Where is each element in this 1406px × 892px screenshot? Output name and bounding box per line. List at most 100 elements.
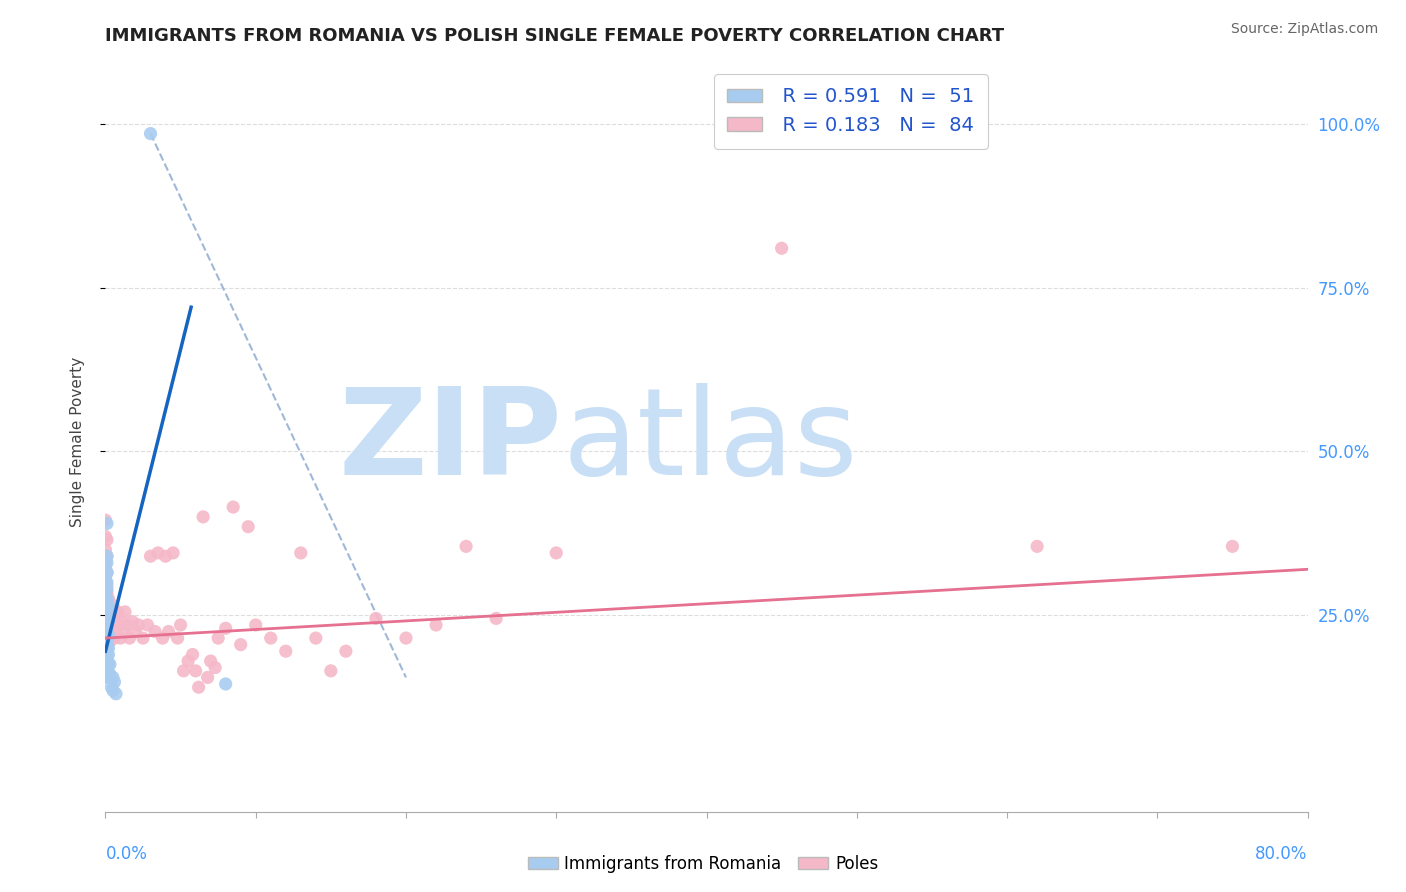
Point: [214, 621, 236, 635]
Point: [94, 621, 117, 635]
Point: [96, 615, 118, 629]
Point: [94, 599, 117, 613]
Point: [96, 566, 118, 580]
Point: [98, 657, 121, 672]
Point: [245, 618, 267, 632]
Point: [139, 549, 162, 564]
Point: [96, 549, 118, 564]
Point: [207, 631, 229, 645]
Point: [94, 585, 117, 599]
Point: [101, 599, 124, 613]
Text: Source: ZipAtlas.com: Source: ZipAtlas.com: [1230, 22, 1378, 37]
Point: [97, 601, 120, 615]
Point: [96, 628, 118, 642]
Point: [98, 621, 121, 635]
Point: [96, 585, 118, 599]
Point: [229, 638, 252, 652]
Point: [139, 127, 162, 141]
Point: [169, 618, 191, 632]
Point: [104, 687, 127, 701]
Point: [96, 601, 118, 615]
Y-axis label: Single Female Poverty: Single Female Poverty: [70, 357, 84, 526]
Text: atlas: atlas: [562, 383, 858, 500]
Point: [101, 670, 124, 684]
Point: [96, 657, 118, 672]
Point: [197, 670, 219, 684]
Text: 0.0%: 0.0%: [105, 845, 148, 863]
Point: [770, 241, 793, 255]
Point: [100, 680, 122, 694]
Point: [103, 675, 125, 690]
Point: [100, 618, 122, 632]
Point: [94, 569, 117, 583]
Point: [96, 650, 118, 665]
Point: [1026, 540, 1049, 554]
Point: [364, 611, 387, 625]
Point: [94, 530, 117, 544]
Point: [94, 605, 117, 619]
Point: [146, 546, 169, 560]
Point: [96, 591, 118, 606]
Point: [94, 579, 117, 593]
Point: [96, 589, 118, 603]
Point: [94, 572, 117, 586]
Point: [96, 566, 118, 580]
Point: [96, 631, 118, 645]
Point: [260, 631, 283, 645]
Point: [157, 624, 180, 639]
Point: [96, 621, 118, 635]
Point: [96, 566, 118, 580]
Point: [97, 615, 120, 629]
Point: [94, 513, 117, 527]
Point: [97, 591, 120, 606]
Point: [96, 634, 118, 648]
Point: [97, 615, 120, 629]
Point: [96, 664, 118, 678]
Point: [97, 618, 120, 632]
Point: [98, 611, 121, 625]
Point: [132, 631, 155, 645]
Point: [162, 546, 184, 560]
Point: [152, 631, 174, 645]
Text: ZIP: ZIP: [339, 383, 562, 500]
Point: [103, 611, 125, 625]
Point: [238, 519, 260, 533]
Point: [96, 516, 118, 531]
Point: [305, 631, 328, 645]
Point: [97, 628, 120, 642]
Point: [96, 556, 118, 570]
Point: [96, 624, 118, 639]
Point: [94, 611, 117, 625]
Point: [104, 624, 127, 639]
Point: [96, 599, 118, 613]
Point: [181, 648, 204, 662]
Point: [184, 664, 207, 678]
Point: [100, 605, 122, 619]
Point: [200, 654, 222, 668]
Point: [1222, 540, 1244, 554]
Point: [97, 670, 120, 684]
Point: [454, 540, 477, 554]
Point: [546, 546, 568, 560]
Point: [97, 648, 120, 662]
Point: [111, 615, 134, 629]
Point: [103, 631, 125, 645]
Point: [114, 605, 136, 619]
Point: [94, 556, 117, 570]
Point: [290, 546, 312, 560]
Point: [96, 549, 118, 564]
Point: [96, 575, 118, 590]
Point: [117, 618, 139, 632]
Point: [96, 670, 118, 684]
Point: [319, 664, 342, 678]
Point: [395, 631, 418, 645]
Point: [214, 677, 236, 691]
Point: [96, 599, 118, 613]
Point: [97, 640, 120, 655]
Point: [101, 683, 124, 698]
Point: [274, 644, 297, 658]
Point: [97, 628, 120, 642]
Point: [187, 680, 209, 694]
Point: [222, 500, 245, 514]
Point: [96, 644, 118, 658]
